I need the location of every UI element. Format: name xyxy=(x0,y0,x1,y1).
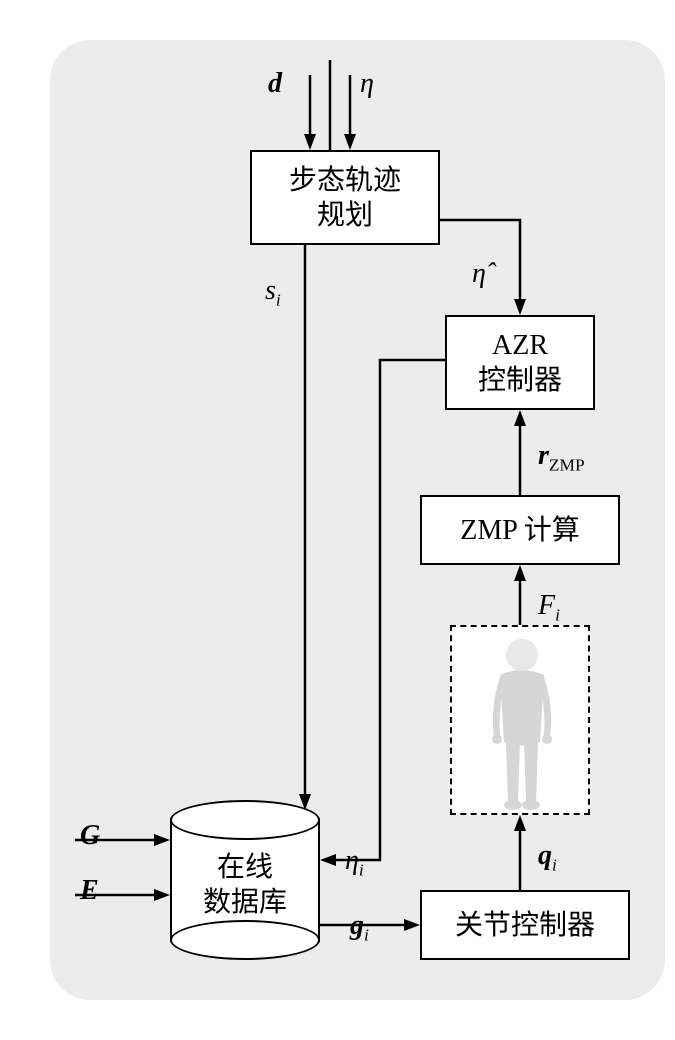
label-eta_hat: η̂ xyxy=(472,258,486,290)
control-block-diagram: 步态轨迹规划AZR控制器ZMP 计算关节控制器在线数据库dηη̂sirZMPFi… xyxy=(20,20,675,1020)
label-E: E xyxy=(80,875,99,907)
arrowhead-G-to-db xyxy=(154,834,170,846)
label-g_i-main: g xyxy=(350,910,364,941)
label-E-main: E xyxy=(80,875,99,906)
label-G-main: G xyxy=(80,820,100,851)
label-q_i-sub: i xyxy=(552,856,557,875)
node-db: 在线数据库 xyxy=(170,800,320,960)
label-eta_i: ηi xyxy=(345,845,364,881)
node-db-line2: 数据库 xyxy=(170,885,320,920)
label-G: G xyxy=(80,820,100,852)
node-zmp: ZMP 计算 xyxy=(420,495,620,565)
label-g_i: gi xyxy=(350,910,369,946)
label-q_i-main: q xyxy=(538,840,552,871)
arrowhead-zmp-to-azr xyxy=(514,410,526,426)
arrowhead-joint-to-robot xyxy=(514,815,526,831)
node-joint-line1: 关节控制器 xyxy=(455,908,595,943)
node-azr: AZR控制器 xyxy=(445,315,595,410)
label-eta_i-main: η xyxy=(345,845,359,876)
label-s_i-sub: i xyxy=(276,291,281,310)
node-db-line1: 在线 xyxy=(170,850,320,885)
label-s_i: si xyxy=(265,275,281,311)
label-q_i: qi xyxy=(538,840,557,876)
arrowhead-E-to-db xyxy=(154,889,170,901)
label-eta_i-sub: i xyxy=(359,861,364,880)
node-gait-line2: 规划 xyxy=(317,198,373,233)
arrowhead-eta-to-gait xyxy=(344,134,356,150)
node-robot xyxy=(450,625,590,815)
label-d-main: d xyxy=(268,68,282,99)
arrowhead-robot-to-zmp xyxy=(514,565,526,581)
label-F_i-sub: i xyxy=(555,606,560,625)
label-F_i: Fi xyxy=(538,590,560,626)
humanoid-robot-icon xyxy=(452,627,592,817)
node-gait-line1: 步态轨迹 xyxy=(289,163,401,198)
label-d: d xyxy=(268,68,282,100)
node-joint: 关节控制器 xyxy=(420,890,630,960)
label-eta: η xyxy=(360,68,374,100)
arrowhead-d-to-gait xyxy=(304,134,316,150)
label-g_i-sub: i xyxy=(364,926,369,945)
label-F_i-main: F xyxy=(538,590,555,621)
label-r_zmp-main: r xyxy=(538,440,549,471)
arrowhead-azr-to-db xyxy=(320,854,336,866)
arrowhead-gait-to-azr xyxy=(514,299,526,315)
label-eta_hat-main: η̂ xyxy=(472,258,486,289)
node-azr-line2: 控制器 xyxy=(478,363,562,398)
label-r_zmp-sub: ZMP xyxy=(549,456,585,475)
edge-azr-to-db xyxy=(336,360,445,860)
label-eta-main: η xyxy=(360,68,374,99)
arrowhead-db-to-joint xyxy=(404,919,420,931)
node-azr-line1: AZR xyxy=(492,328,548,363)
label-s_i-main: s xyxy=(265,275,276,306)
node-gait: 步态轨迹规划 xyxy=(250,150,440,245)
node-zmp-line1: ZMP 计算 xyxy=(460,513,580,548)
label-r_zmp: rZMP xyxy=(538,440,585,476)
